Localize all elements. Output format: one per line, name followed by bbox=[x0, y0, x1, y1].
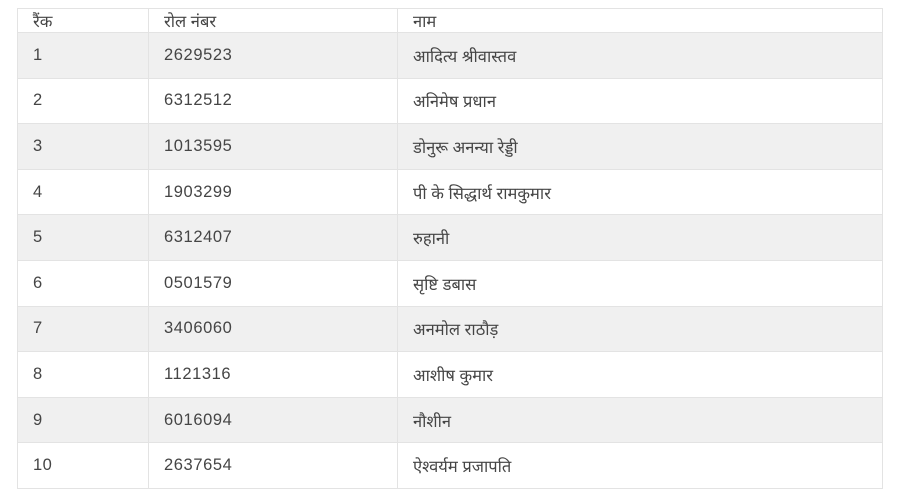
name-cell: डोनुरू अनन्या रेड्डी bbox=[397, 123, 883, 170]
name-cell: अनमोल राठौड़ bbox=[397, 305, 883, 353]
roll-number-cell: 1121316 bbox=[148, 351, 398, 398]
header-cell-name: नाम bbox=[397, 8, 883, 33]
name-cell: आदित्य श्रीवास्तव bbox=[397, 32, 883, 79]
table-row: 10 2637654 ऐश्वर्यम प्रजापति bbox=[17, 442, 883, 489]
table-row: 2 6312512 अनिमेष प्रधान bbox=[17, 77, 883, 125]
roll-number-cell: 2637654 bbox=[148, 442, 398, 489]
roll-number-cell: 6312407 bbox=[148, 214, 398, 261]
roll-number-cell: 1903299 bbox=[148, 168, 398, 216]
name-cell: पी के सिद्धार्थ रामकुमार bbox=[397, 168, 883, 216]
rank-cell: 2 bbox=[17, 77, 149, 125]
rank-cell: 6 bbox=[17, 259, 149, 307]
header-cell-roll-number: रोल नंबर bbox=[148, 8, 398, 33]
name-cell: आशीष कुमार bbox=[397, 351, 883, 398]
roll-number-cell: 6312512 bbox=[148, 77, 398, 125]
name-cell: रुहानी bbox=[397, 214, 883, 261]
name-cell: नौशीन bbox=[397, 396, 883, 444]
roll-number-cell: 6016094 bbox=[148, 396, 398, 444]
roll-number-cell: 1013595 bbox=[148, 123, 398, 170]
rank-cell: 4 bbox=[17, 168, 149, 216]
table-row: 5 6312407 रुहानी bbox=[17, 214, 883, 261]
table-body: 1 2629523 आदित्य श्रीवास्तव 2 6312512 अन… bbox=[17, 32, 883, 489]
table-row: 6 0501579 सृष्टि डबास bbox=[17, 259, 883, 307]
roll-number-cell: 0501579 bbox=[148, 259, 398, 307]
header-cell-rank: रैंक bbox=[17, 8, 149, 33]
table-row: 3 1013595 डोनुरू अनन्या रेड्डी bbox=[17, 123, 883, 170]
rank-cell: 3 bbox=[17, 123, 149, 170]
rank-cell: 10 bbox=[17, 442, 149, 489]
rank-table: रैंक रोल नंबर नाम 1 2629523 आदित्य श्रीव… bbox=[17, 8, 883, 489]
rank-cell: 7 bbox=[17, 305, 149, 353]
roll-number-cell: 3406060 bbox=[148, 305, 398, 353]
rank-cell: 8 bbox=[17, 351, 149, 398]
table-row: 7 3406060 अनमोल राठौड़ bbox=[17, 305, 883, 353]
rank-table-container: रैंक रोल नंबर नाम 1 2629523 आदित्य श्रीव… bbox=[17, 8, 883, 489]
roll-number-cell: 2629523 bbox=[148, 32, 398, 79]
table-row: 9 6016094 नौशीन bbox=[17, 396, 883, 444]
table-row: 8 1121316 आशीष कुमार bbox=[17, 351, 883, 398]
rank-cell: 1 bbox=[17, 32, 149, 79]
name-cell: ऐश्वर्यम प्रजापति bbox=[397, 442, 883, 489]
rank-cell: 9 bbox=[17, 396, 149, 444]
table-row: 1 2629523 आदित्य श्रीवास्तव bbox=[17, 32, 883, 79]
header-row: रैंक रोल नंबर नाम bbox=[17, 8, 883, 33]
name-cell: अनिमेष प्रधान bbox=[397, 77, 883, 125]
table-row: 4 1903299 पी के सिद्धार्थ रामकुमार bbox=[17, 168, 883, 216]
name-cell: सृष्टि डबास bbox=[397, 259, 883, 307]
rank-cell: 5 bbox=[17, 214, 149, 261]
